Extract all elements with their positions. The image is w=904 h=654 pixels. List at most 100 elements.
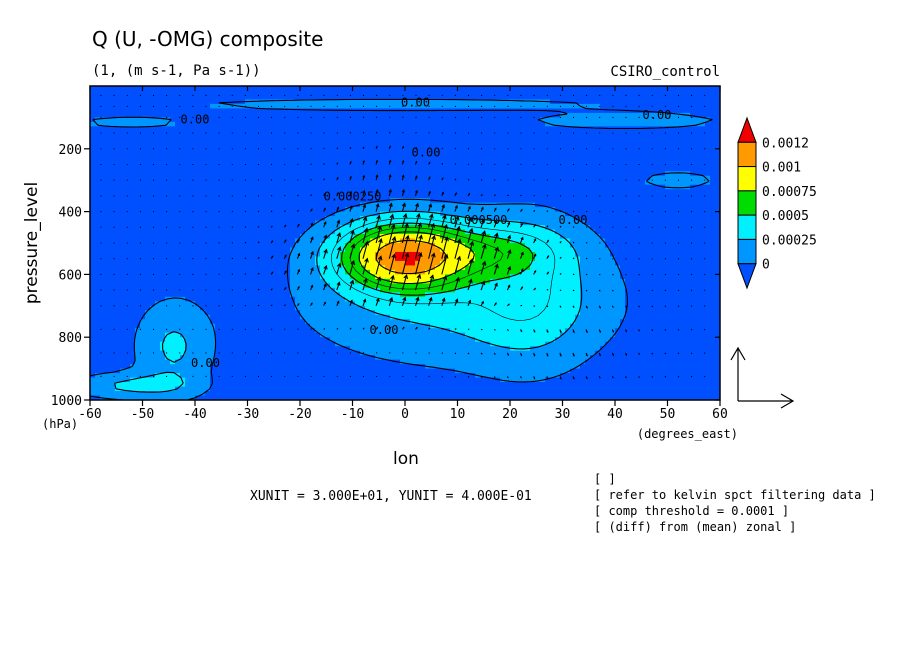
contour-cell xyxy=(335,229,341,235)
contour-cell xyxy=(655,198,661,204)
contour-cell xyxy=(670,153,676,159)
contour-cell xyxy=(480,184,486,190)
contour-cell xyxy=(505,184,511,190)
contour-cell xyxy=(705,211,711,217)
contour-cell xyxy=(465,90,471,96)
contour-cell xyxy=(305,112,311,118)
contour-cell xyxy=(500,121,506,127)
contour-cell xyxy=(675,171,681,177)
contour-cell xyxy=(315,198,321,204)
contour-cell xyxy=(185,175,191,181)
contour-cell xyxy=(520,198,526,204)
contour-cell xyxy=(280,229,286,235)
contour-cell xyxy=(590,135,596,141)
contour-cell xyxy=(690,256,696,262)
contour-cell xyxy=(445,171,451,177)
contour-cell xyxy=(510,144,516,150)
contour-cell xyxy=(550,94,556,101)
contour-cell xyxy=(685,238,691,244)
contour-cell xyxy=(225,144,231,150)
contour-cell xyxy=(355,99,361,105)
contour-cell xyxy=(300,202,306,208)
contour-cell xyxy=(610,184,616,190)
contour-cell xyxy=(160,189,166,195)
contour-cell xyxy=(285,238,291,244)
contour-cell xyxy=(345,166,351,172)
contour-cell xyxy=(130,256,136,262)
contour-cell xyxy=(640,121,646,127)
contour-cell xyxy=(545,90,551,96)
contour-cell xyxy=(300,90,306,96)
contour-cell xyxy=(145,130,151,136)
contour-cell xyxy=(120,171,126,177)
contour-cell xyxy=(335,243,341,249)
contour-cell xyxy=(125,162,131,168)
contour-cell xyxy=(420,86,426,92)
contour-cell xyxy=(630,162,636,168)
contour-cell xyxy=(405,99,411,105)
contour-cell xyxy=(385,166,391,172)
contour-cell xyxy=(610,86,616,92)
contour-cell xyxy=(460,243,466,249)
contour-cell xyxy=(235,193,241,199)
contour-cell xyxy=(330,216,336,222)
contour-cell xyxy=(590,220,596,226)
contour-cell xyxy=(340,238,346,244)
contour-cell xyxy=(570,99,576,105)
contour-cell xyxy=(515,99,521,105)
contour-cell xyxy=(345,103,351,110)
contour-cell xyxy=(600,202,606,208)
contour-cell xyxy=(710,86,716,92)
contour-cell xyxy=(260,207,266,213)
contour-cell xyxy=(550,238,556,244)
contour-cell xyxy=(580,162,586,168)
contour-cell xyxy=(640,139,646,145)
contour-cell xyxy=(465,162,471,168)
contour-cell xyxy=(480,103,486,110)
contour-cell xyxy=(245,117,251,123)
contour-cell xyxy=(325,247,331,253)
contour-cell xyxy=(390,207,396,213)
contour-cell xyxy=(610,135,616,141)
contour-cell xyxy=(270,121,276,127)
contour-cell xyxy=(145,139,151,145)
contour-cell xyxy=(235,126,241,132)
contour-cell xyxy=(125,193,131,199)
contour-cell xyxy=(355,184,361,190)
contour-cell xyxy=(645,144,651,150)
contour-cell xyxy=(265,144,271,150)
contour-cell xyxy=(540,202,546,208)
contour-cell xyxy=(665,247,671,253)
contour-cell xyxy=(435,234,441,240)
contour-cell xyxy=(580,121,586,127)
contour-cell xyxy=(455,207,461,213)
contour-cell xyxy=(655,121,661,127)
contour-cell xyxy=(370,256,376,262)
contour-cell xyxy=(710,207,716,213)
contour-cell xyxy=(120,166,126,172)
contour-cell xyxy=(170,193,176,199)
contour-cell xyxy=(130,207,136,213)
contour-cell xyxy=(160,238,166,244)
contour-cell xyxy=(305,211,311,217)
contour-cell xyxy=(220,153,226,159)
contour-cell xyxy=(700,220,706,226)
contour-cell xyxy=(235,184,241,190)
contour-cell xyxy=(235,171,241,177)
contour-cell xyxy=(265,251,271,258)
contour-cell xyxy=(180,86,186,92)
contour-cell xyxy=(100,256,106,262)
contour-cell xyxy=(230,229,236,235)
contour-cell xyxy=(395,117,401,123)
contour-cell xyxy=(410,99,416,105)
contour-cell xyxy=(410,162,416,168)
contour-cell xyxy=(225,153,231,159)
contour-cell xyxy=(185,103,191,110)
contour-cell xyxy=(270,180,276,186)
contour-cell xyxy=(600,220,606,226)
contour-cell xyxy=(430,247,436,253)
contour-cell xyxy=(280,238,286,244)
contour-cell xyxy=(210,238,216,244)
contour-cell xyxy=(285,153,291,159)
contour-cell xyxy=(270,247,276,253)
